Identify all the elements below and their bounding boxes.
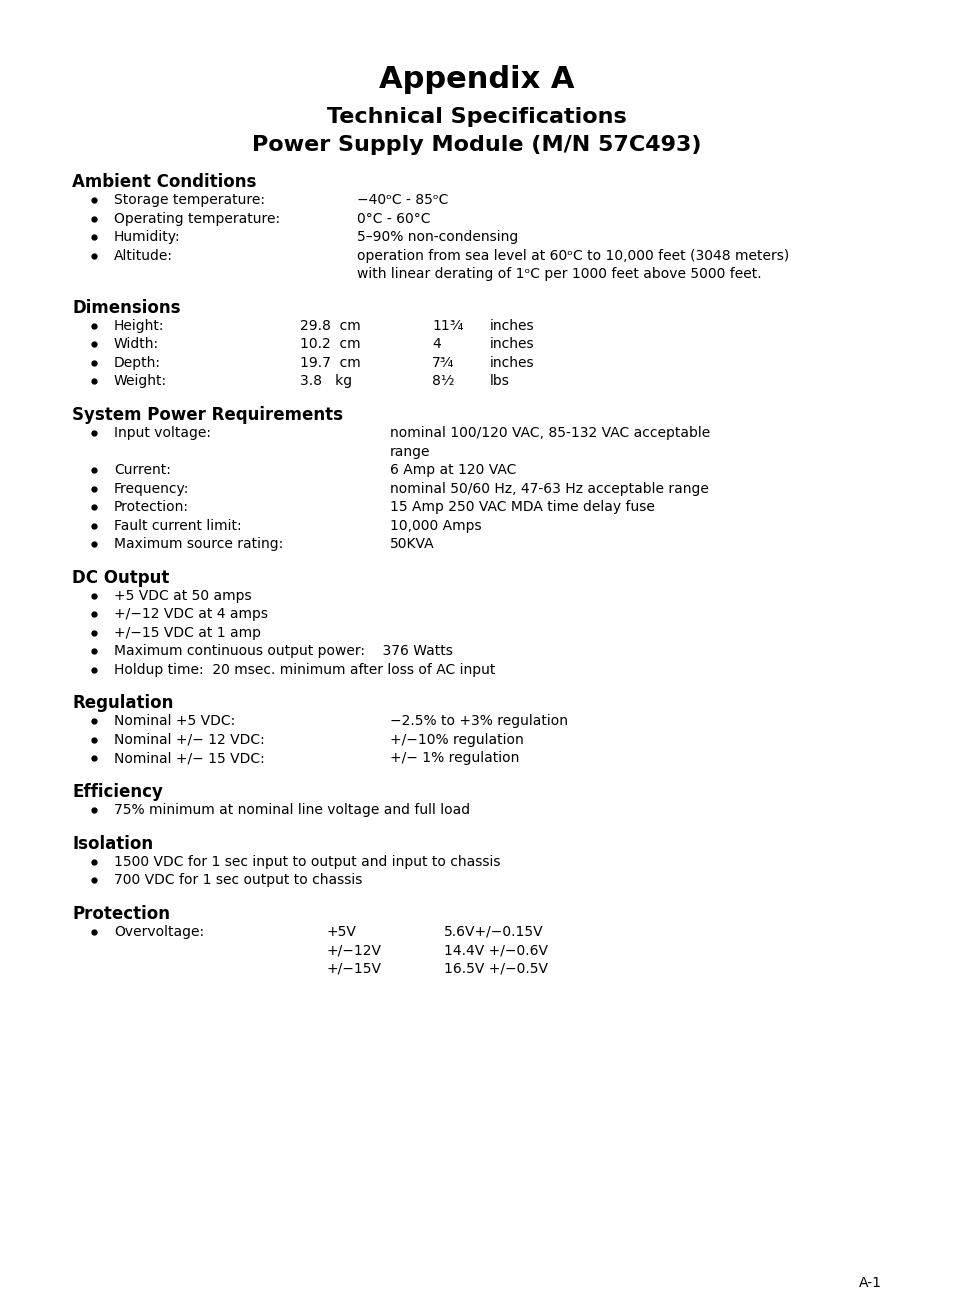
Text: System Power Requirements: System Power Requirements [71, 406, 343, 424]
Text: 14.4V +/−0.6V: 14.4V +/−0.6V [443, 943, 547, 958]
Text: +/− 1% regulation: +/− 1% regulation [390, 752, 518, 765]
Text: 75% minimum at nominal line voltage and full load: 75% minimum at nominal line voltage and … [113, 803, 470, 817]
Text: −40ᵒC - 85ᵒC: −40ᵒC - 85ᵒC [356, 193, 448, 207]
Text: 11³⁄₄: 11³⁄₄ [432, 319, 463, 333]
Text: Width:: Width: [113, 337, 159, 351]
Text: A-1: A-1 [858, 1276, 882, 1291]
Text: 1500 VDC for 1 sec input to output and input to chassis: 1500 VDC for 1 sec input to output and i… [113, 855, 500, 869]
Text: 8¹⁄₂: 8¹⁄₂ [432, 375, 454, 389]
Text: operation from sea level at 60ᵒC to 10,000 feet (3048 meters): operation from sea level at 60ᵒC to 10,0… [356, 248, 788, 263]
Text: 10.2  cm: 10.2 cm [299, 337, 360, 351]
Text: Power Supply Module (M/N 57C493): Power Supply Module (M/N 57C493) [252, 135, 701, 155]
Text: +/−12V: +/−12V [327, 943, 381, 958]
Text: Protection:: Protection: [113, 500, 189, 514]
Text: Protection: Protection [71, 904, 170, 922]
Text: Current:: Current: [113, 463, 171, 477]
Text: Overvoltage:: Overvoltage: [113, 925, 204, 939]
Text: +5 VDC at 50 amps: +5 VDC at 50 amps [113, 588, 252, 602]
Text: Storage temperature:: Storage temperature: [113, 193, 265, 207]
Text: Dimensions: Dimensions [71, 299, 180, 316]
Text: 19.7  cm: 19.7 cm [299, 356, 360, 369]
Text: 5.6V+/−0.15V: 5.6V+/−0.15V [443, 925, 543, 939]
Text: +/−10% regulation: +/−10% regulation [390, 732, 523, 747]
Text: nominal 50/60 Hz, 47-63 Hz acceptable range: nominal 50/60 Hz, 47-63 Hz acceptable ra… [390, 481, 708, 496]
Text: 3.8   kg: 3.8 kg [299, 375, 352, 389]
Text: inches: inches [490, 337, 534, 351]
Text: Height:: Height: [113, 319, 164, 333]
Text: nominal 100/120 VAC, 85-132 VAC acceptable: nominal 100/120 VAC, 85-132 VAC acceptab… [390, 425, 709, 440]
Text: 7³⁄₄: 7³⁄₄ [432, 356, 454, 369]
Text: Frequency:: Frequency: [113, 481, 190, 496]
Text: Nominal +5 VDC:: Nominal +5 VDC: [113, 714, 235, 729]
Text: Appendix A: Appendix A [379, 65, 574, 94]
Text: +5V: +5V [327, 925, 356, 939]
Text: Input voltage:: Input voltage: [113, 425, 211, 440]
Text: Nominal +/− 15 VDC:: Nominal +/− 15 VDC: [113, 752, 265, 765]
Text: lbs: lbs [490, 375, 509, 389]
Text: Weight:: Weight: [113, 375, 167, 389]
Text: Ambient Conditions: Ambient Conditions [71, 173, 256, 191]
Text: DC Output: DC Output [71, 569, 170, 587]
Text: Altitude:: Altitude: [113, 248, 172, 263]
Text: Humidity:: Humidity: [113, 230, 180, 245]
Text: −2.5% to +3% regulation: −2.5% to +3% regulation [390, 714, 567, 729]
Text: 10,000 Amps: 10,000 Amps [390, 519, 481, 532]
Text: Regulation: Regulation [71, 695, 173, 712]
Text: +/−15 VDC at 1 amp: +/−15 VDC at 1 amp [113, 626, 261, 640]
Text: Holdup time:  20 msec. minimum after loss of AC input: Holdup time: 20 msec. minimum after loss… [113, 662, 495, 677]
Text: 15 Amp 250 VAC MDA time delay fuse: 15 Amp 250 VAC MDA time delay fuse [390, 500, 654, 514]
Text: inches: inches [490, 319, 534, 333]
Text: Nominal +/− 12 VDC:: Nominal +/− 12 VDC: [113, 732, 265, 747]
Text: +/−15V: +/−15V [327, 961, 381, 976]
Text: 0°C - 60°C: 0°C - 60°C [356, 212, 430, 225]
Text: Fault current limit:: Fault current limit: [113, 519, 241, 532]
Text: Maximum source rating:: Maximum source rating: [113, 537, 283, 552]
Text: inches: inches [490, 356, 534, 369]
Text: 16.5V +/−0.5V: 16.5V +/−0.5V [443, 961, 547, 976]
Text: Efficiency: Efficiency [71, 783, 163, 801]
Text: range: range [390, 445, 430, 458]
Text: 6 Amp at 120 VAC: 6 Amp at 120 VAC [390, 463, 516, 477]
Text: Depth:: Depth: [113, 356, 161, 369]
Text: with linear derating of 1ᵒC per 1000 feet above 5000 feet.: with linear derating of 1ᵒC per 1000 fee… [356, 267, 760, 281]
Text: Operating temperature:: Operating temperature: [113, 212, 280, 225]
Text: 4: 4 [432, 337, 440, 351]
Text: Isolation: Isolation [71, 834, 153, 852]
Text: 50KVA: 50KVA [390, 537, 435, 552]
Text: +/−12 VDC at 4 amps: +/−12 VDC at 4 amps [113, 608, 268, 621]
Text: 29.8  cm: 29.8 cm [299, 319, 360, 333]
Text: 700 VDC for 1 sec output to chassis: 700 VDC for 1 sec output to chassis [113, 873, 362, 887]
Text: Technical Specifications: Technical Specifications [327, 107, 626, 127]
Text: Maximum continuous output power:    376 Watts: Maximum continuous output power: 376 Wat… [113, 644, 453, 658]
Text: 5–90% non-condensing: 5–90% non-condensing [356, 230, 517, 245]
